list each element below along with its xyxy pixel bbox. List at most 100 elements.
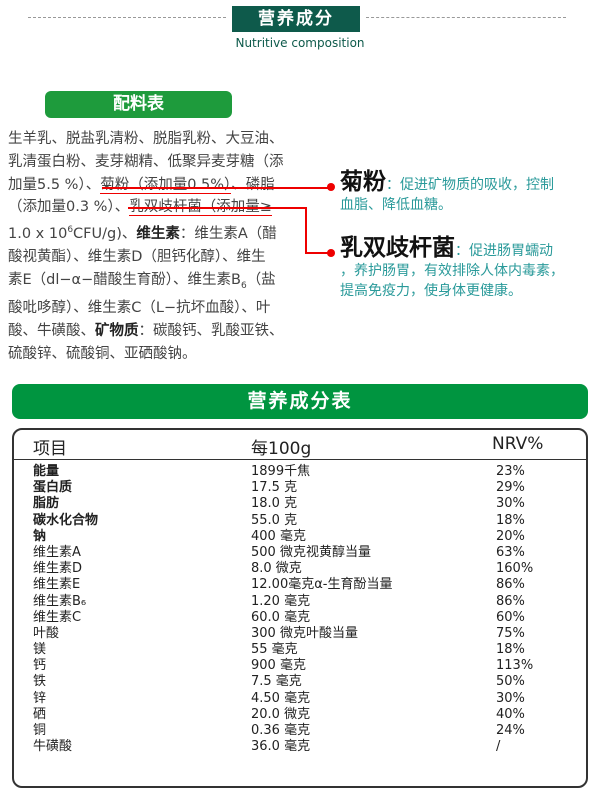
nutrient-name: 维生素B₆: [33, 593, 87, 609]
ingredients-line: 酸吡哆醇）、维生素C（L−抗坏血酸）、叶: [8, 297, 318, 320]
ingredients-line: 硫酸锌、硫酸铜、亚硒酸钠。: [8, 343, 318, 366]
ingredients-segment: 酸视黄酯）、维生素D（胆钙化醇）、维生: [8, 248, 266, 265]
ingredients-segment: 加量5.5 %）、: [8, 176, 101, 193]
nutrient-value: 36.0 毫克: [251, 739, 311, 755]
ingredients-segment: 生羊乳、脱盐乳清粉、脱脂乳粉、大豆油、: [8, 131, 284, 147]
nutrient-nrv: 20%: [496, 528, 525, 544]
ingredients-line: 1.0 x 106CFU/g)、维生素：维生素A（醋: [8, 219, 318, 246]
nutrient-name: 牛磺酸: [33, 739, 73, 755]
table-row: 铜 0.36 毫克 24%: [14, 723, 586, 739]
nutrient-value: 18.0 克: [251, 496, 298, 512]
nutrient-value: 0.36 毫克: [251, 723, 311, 738]
ingredients-segment: 1.0 x 10: [8, 226, 68, 243]
table-row: 镁 55 毫克 18%: [14, 642, 586, 658]
table-row: 钠 400 毫克 20%: [14, 529, 586, 545]
connector-line-bifido: [128, 207, 306, 209]
nutrient-nrv: 30%: [496, 496, 525, 512]
nutrient-nrv: 86%: [496, 593, 525, 609]
ingredients-segment: 硫酸锌、硫酸铜、亚硒酸钠。: [8, 345, 197, 362]
ingredients-line: 酸、牛磺酸、矿物质：碳酸钙、乳酸亚铁、: [8, 320, 318, 343]
nutrient-value: 400 毫克: [251, 528, 306, 544]
nutrient-name: 钙: [33, 658, 47, 674]
section-title: 营养成分: [232, 6, 360, 32]
nutrient-value: 55 毫克: [251, 642, 298, 658]
divider-left: [28, 17, 226, 18]
table-row: 维生素A 500 微克视黄醇当量 63%: [14, 545, 586, 561]
nutrient-name: 脂肪: [33, 496, 60, 512]
section-subtitle: Nutritive composition: [235, 36, 365, 50]
nutrient-nrv: 24%: [496, 723, 525, 738]
header-nrv: NRV%: [492, 434, 544, 454]
nutrient-name: 铜: [33, 723, 47, 738]
callout-desc: ：促进肠胃蠕动: [455, 243, 553, 259]
ingredients-line: 酸视黄酯）、维生素D（胆钙化醇）、维生: [8, 246, 318, 269]
ingredients-line: 加量5.5 %）、菊粉（添加量0.5%）、磷脂: [8, 174, 318, 197]
table-row: 维生素B₆ 1.20 毫克 86%: [14, 594, 586, 610]
table-row: 钙 900 毫克 113%: [14, 658, 586, 674]
table-row: 蛋白质 17.5 克 29%: [14, 480, 586, 496]
ingredients-segment: 酸吡哆醇）、维生素C（L−抗坏血酸）、叶: [8, 300, 271, 317]
nutrient-nrv: 30%: [496, 690, 525, 706]
nutrient-name: 维生素E: [33, 577, 81, 593]
ingredients-banner: 配料表: [45, 91, 232, 118]
nutrient-value: 7.5 毫克: [251, 674, 302, 690]
nutrient-nrv: 29%: [496, 480, 525, 496]
ingredients-line: 生羊乳、脱盐乳清粉、脱脂乳粉、大豆油、: [8, 128, 318, 151]
nutrient-value: 300 微克叶酸当量: [251, 625, 358, 641]
ingredients-segment: （添加量0.3 %）、: [8, 199, 130, 216]
ingredients-segment: 酸、牛磺酸、: [8, 323, 95, 340]
nutrient-value: 12.00毫克α-生育酚当量: [251, 577, 393, 593]
nutrient-value: 60.0 毫克: [251, 609, 311, 625]
callout-desc: 提高免疫力，使身体更健康。: [340, 283, 522, 299]
header-item: 项目: [33, 439, 67, 459]
divider-right: [366, 17, 566, 18]
callout-title: 乳双歧杆菌: [340, 235, 455, 261]
callout-title: 菊粉: [340, 169, 386, 195]
nutrient-nrv: 60%: [496, 609, 525, 625]
ingredients-segment: CFU/g)、: [73, 226, 137, 243]
connector-line-inulin: [102, 187, 330, 189]
ingredients-text: 生羊乳、脱盐乳清粉、脱脂乳粉、大豆油、 乳清蛋白粉、麦芽糊精、低聚异麦芽糖（添 加量…: [8, 128, 318, 366]
callout-desc: ：促进矿物质的吸收，控制: [386, 177, 554, 193]
connector-line-bifido-v: [305, 207, 307, 253]
table-row: 碳水化合物 55.0 克 18%: [14, 513, 586, 529]
nutrient-name: 能量: [33, 464, 60, 479]
table-row: 牛磺酸 36.0 毫克 /: [14, 739, 586, 755]
ingredients-segment: 、磷脂: [231, 176, 275, 193]
ingredients-segment: 乳清蛋白粉、麦芽糊精、低聚异麦芽糖（添: [8, 153, 284, 170]
ingredients-line: 素E（dl−α−醋酸生育酚）、维生素B6（盐: [8, 269, 318, 298]
table-header: 项目 每100g NRV%: [14, 430, 586, 460]
nutrient-value: 900 毫克: [251, 658, 306, 674]
ingredients-line: 乳清蛋白粉、麦芽糊精、低聚异麦芽糖（添: [8, 151, 318, 174]
nutrition-table: 项目 每100g NRV% 能量 1899千焦 23% 蛋白质 17.5 克 29% 脂肪 1…: [12, 428, 588, 788]
table-row: 叶酸 300 微克叶酸当量 75%: [14, 626, 586, 642]
nutrient-nrv: 113%: [496, 658, 534, 674]
nutrient-value: 8.0 微克: [251, 561, 302, 577]
ingredients-heading: 维生素: [136, 226, 180, 243]
nutrient-name: 维生素A: [33, 544, 81, 560]
ingredients-heading: 矿物质: [95, 323, 139, 340]
nutrient-name: 维生素C: [33, 609, 82, 625]
ingredients-segment: 6: [67, 225, 74, 236]
ingredients-segment: ：维生素A（醋: [179, 226, 277, 243]
ingredients-segment: 菊粉（添加量0.5%）: [100, 176, 232, 194]
table-row: 维生素C 60.0 毫克 60%: [14, 610, 586, 626]
table-row: 铁 7.5 毫克 50%: [14, 674, 586, 690]
nutrient-value: 55.0 克: [251, 512, 298, 528]
table-row: 维生素D 8.0 微克 160%: [14, 561, 586, 577]
ingredients-segment: 6: [240, 280, 247, 291]
nutrient-name: 维生素D: [33, 561, 83, 577]
nutrient-nrv: 86%: [496, 577, 525, 593]
nutrient-name: 铁: [33, 674, 47, 690]
nutrient-name: 镁: [33, 642, 47, 658]
connector-dot-inulin: [327, 183, 335, 191]
nutrient-nrv: 63%: [496, 544, 525, 560]
ingredients-segment: （盐: [246, 271, 276, 288]
connector-line-bifido-h: [305, 252, 329, 254]
table-row: 维生素E 12.00毫克α-生育酚当量 86%: [14, 577, 586, 593]
nutrient-nrv: 160%: [496, 561, 534, 577]
nutrient-name: 硒: [33, 706, 47, 722]
connector-dot-bifido: [327, 249, 335, 257]
nutrient-nrv: 40%: [496, 706, 525, 722]
nutrient-value: 500 微克视黄醇当量: [251, 544, 371, 560]
